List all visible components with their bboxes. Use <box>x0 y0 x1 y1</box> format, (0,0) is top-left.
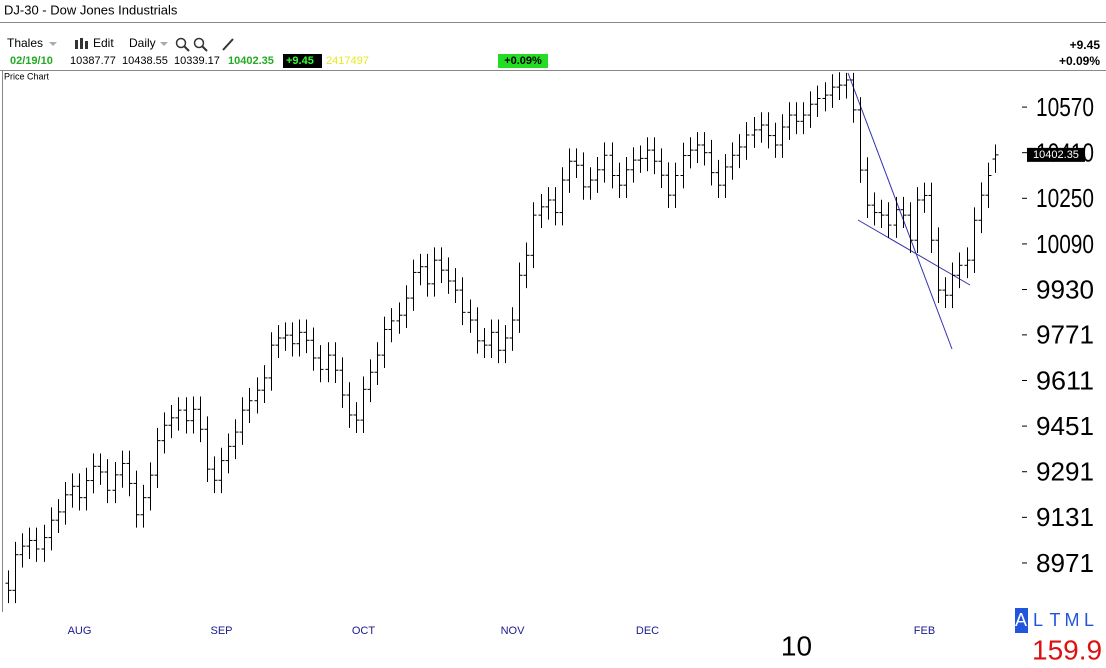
change-box <box>283 54 322 68</box>
edit-button[interactable]: Edit <box>93 36 114 50</box>
month-label: SEP <box>210 625 232 637</box>
mode-button[interactable]: M <box>1065 610 1080 630</box>
y-tick-label: 9291 <box>1036 457 1094 487</box>
quote-volume: 2417497 <box>326 55 369 67</box>
draw-tool[interactable] <box>222 38 234 51</box>
interval-label: 159.9 <box>1032 634 1102 665</box>
quote-change-pct: +0.09% <box>504 55 542 67</box>
mode-button[interactable]: L <box>1084 610 1094 630</box>
user-menu[interactable]: Thales <box>7 36 43 50</box>
dropdown-arrow <box>49 42 57 46</box>
price-tag-box <box>1027 147 1085 162</box>
y-tick-label: 10090 <box>1036 229 1094 259</box>
y-tick-label: 10570 <box>1036 92 1094 122</box>
quote-date: 02/19/10 <box>10 55 53 67</box>
price-tag: 10402.35 <box>1033 149 1079 161</box>
period-menu[interactable]: Daily <box>129 36 156 50</box>
month-label: OCT <box>352 625 376 637</box>
y-tick-label: 10250 <box>1036 183 1094 213</box>
mode-highlight <box>1015 608 1028 633</box>
quote-low: 10339.17 <box>174 55 220 67</box>
y-tick-label: 9131 <box>1036 502 1094 532</box>
y-tick-label: 9451 <box>1036 411 1094 441</box>
month-label: AUG <box>68 625 92 637</box>
quote-high: 10438.55 <box>122 55 168 67</box>
trend-line <box>857 219 971 286</box>
y-tick-label: 9771 <box>1036 320 1094 350</box>
y-tick-label: 8971 <box>1036 548 1094 578</box>
month-label: FEB <box>914 625 935 637</box>
quote-open: 10387.77 <box>70 55 116 67</box>
quote-change: +9.45 <box>286 55 314 67</box>
panel-title: Price Chart <box>4 71 50 81</box>
zoom-in[interactable] <box>175 37 190 52</box>
month-label: DEC <box>636 625 659 637</box>
trend-line <box>847 72 953 350</box>
mode-button[interactable]: L <box>1033 610 1043 630</box>
dropdown-arrow <box>160 42 168 46</box>
window-title: DJ-30 - Dow Jones Industrials <box>4 2 178 17</box>
quote-last: 10402.35 <box>228 55 274 67</box>
mode-button[interactable]: T <box>1050 610 1061 630</box>
summary-change: +9.45 <box>1070 38 1101 52</box>
month-label: NOV <box>501 625 526 637</box>
y-tick-label: 9930 <box>1036 274 1094 304</box>
zoom-out[interactable] <box>193 37 208 52</box>
pct-box <box>498 54 548 68</box>
year-label: 10 <box>781 630 812 661</box>
summary-change-pct: +0.09% <box>1059 54 1100 68</box>
mode-button[interactable]: A <box>1015 610 1027 630</box>
y-tick-label: 9611 <box>1036 365 1094 395</box>
edit-icon <box>75 38 88 49</box>
